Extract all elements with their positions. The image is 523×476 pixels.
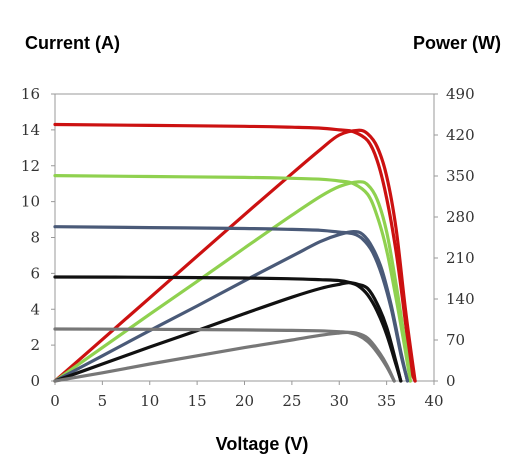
y-left-tick-label: 16 (21, 85, 40, 103)
y-left-tick-label: 12 (21, 157, 40, 175)
y-left-tick-label: 4 (30, 300, 40, 318)
power-curve-3 (53, 180, 412, 383)
x-tick-label: 10 (140, 392, 159, 410)
y-right-tick-label: 350 (446, 167, 475, 185)
power-curve-9 (53, 330, 396, 383)
plot-frame (54, 93, 435, 382)
x-tick-label: 40 (424, 392, 443, 410)
y-left-tick-label: 14 (21, 121, 40, 139)
y-right-axis-title: Power (W) (413, 33, 501, 53)
y-left-tick-label: 6 (30, 264, 40, 282)
x-tick-label: 0 (50, 392, 60, 410)
y-right-tick-label: 70 (446, 331, 465, 349)
y-right-tick-label: 420 (446, 126, 475, 144)
power-curve-7 (53, 281, 403, 383)
series-layer (53, 122, 417, 383)
power-curve-5 (53, 230, 410, 383)
y-left-axis-title: Current (A) (25, 33, 120, 53)
y-left-tick-label: 8 (30, 229, 40, 247)
y-right-tick-label: 210 (446, 249, 475, 267)
current-curve-4 (53, 225, 410, 383)
y-right-tick-label: 490 (446, 85, 475, 103)
x-tick-label: 15 (188, 392, 207, 410)
y-right-tick-label: 280 (446, 208, 475, 226)
y-right-axis-ticks: 0 70 140 210 280 350 420 490 (434, 85, 475, 390)
y-left-tick-label: 0 (30, 372, 40, 390)
power-curve-1 (53, 128, 417, 383)
y-right-tick-label: 0 (446, 372, 456, 390)
x-tick-label: 5 (98, 392, 108, 410)
x-tick-label: 20 (235, 392, 254, 410)
y-left-axis-ticks: 0 2 4 6 8 10 12 14 16 (21, 85, 55, 390)
y-right-tick-label: 140 (446, 290, 475, 308)
y-left-tick-label: 10 (21, 193, 40, 211)
x-tick-label: 25 (282, 392, 301, 410)
x-tick-label: 35 (377, 392, 396, 410)
x-tick-label: 30 (330, 392, 349, 410)
x-axis-ticks: 0 5 10 15 20 25 30 35 40 (50, 381, 444, 410)
x-axis-title: Voltage (V) (216, 434, 309, 454)
y-left-tick-label: 2 (30, 336, 40, 354)
